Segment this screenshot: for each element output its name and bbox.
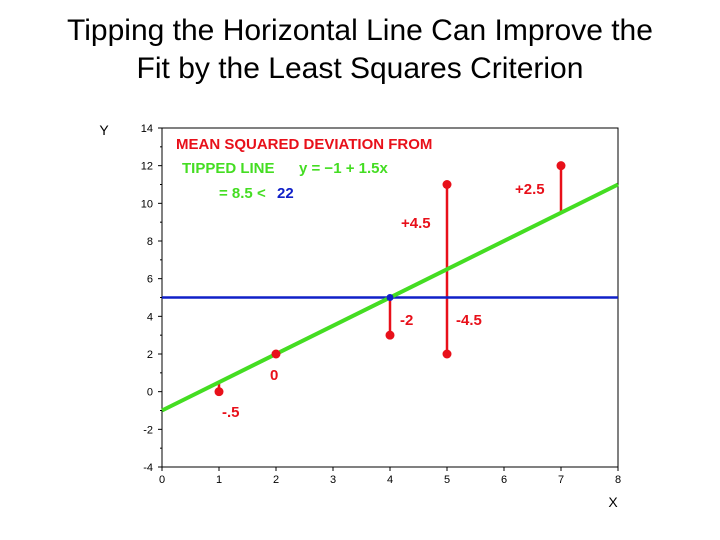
data-point: [442, 349, 452, 359]
x-tick-label: 1: [216, 474, 222, 486]
y-tick-label: 0: [147, 387, 153, 399]
residual-label: +4.5: [401, 215, 431, 232]
y-tick-label: 6: [147, 274, 153, 286]
annotation-tipped-line-label: TIPPED LINE: [182, 160, 275, 177]
y-tick-label: 2: [147, 349, 153, 361]
x-tick-label: 7: [558, 474, 564, 486]
x-tick-label: 8: [615, 474, 621, 486]
x-axis-label: X: [608, 494, 618, 510]
intersection-point: [386, 294, 394, 301]
x-tick-label: 5: [444, 474, 450, 486]
residual-label: +2.5: [515, 181, 545, 198]
residual-label: 0: [270, 367, 278, 384]
annotation-line-1: MEAN SQUARED DEVIATION FROM: [176, 136, 432, 153]
residual-label: -2: [400, 312, 413, 329]
chart-title: Tipping the Horizontal Line Can Improve …: [0, 12, 720, 88]
data-point: [556, 161, 566, 171]
residual-label: -4.5: [456, 312, 482, 329]
y-tick-label: -2: [143, 424, 153, 436]
y-axis-label: Y: [99, 122, 109, 138]
y-tick-label: 14: [141, 123, 153, 135]
y-tick-label: 10: [141, 198, 153, 210]
x-tick-label: 3: [330, 474, 336, 486]
x-tick-label: 6: [501, 474, 507, 486]
y-tick-label: 8: [147, 236, 153, 248]
annotation-result: = 8.5 <: [219, 185, 266, 202]
data-point: [271, 349, 281, 359]
y-tick-label: 4: [147, 311, 153, 323]
chart-title-line-1: Tipping the Horizontal Line Can Improve …: [67, 14, 653, 47]
chart-title-line-2: Fit by the Least Squares Criterion: [136, 52, 584, 85]
annotation-comparison-value: 22: [277, 185, 294, 202]
x-tick-label: 4: [387, 474, 393, 486]
x-tick-label: 2: [273, 474, 279, 486]
residual-label: -.5: [222, 404, 240, 421]
x-tick-label: 0: [159, 474, 165, 486]
annotation-equation: y = −1 + 1.5x: [299, 160, 388, 177]
y-tick-label: 12: [141, 161, 153, 173]
data-point: [442, 180, 452, 189]
data-point: [214, 387, 224, 397]
y-tick-label: -4: [143, 462, 153, 474]
data-point: [385, 330, 395, 340]
